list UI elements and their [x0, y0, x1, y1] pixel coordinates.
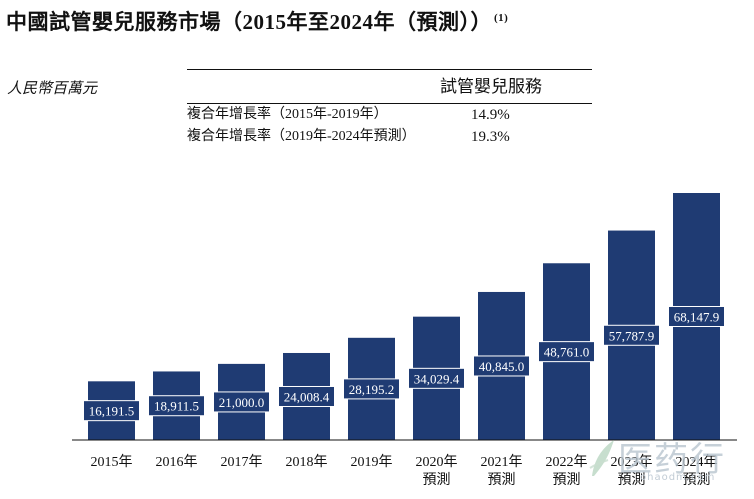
data-label-box	[278, 385, 335, 407]
data-label: 21,000.0	[219, 395, 265, 410]
x-tick-label: 預測	[553, 472, 581, 488]
cagr-row-label: 複合年增長率（2015年-2019年）	[187, 107, 388, 122]
x-tick-label: 2015年	[91, 454, 133, 470]
x-tick-label: 2018年	[286, 454, 328, 470]
cagr-row: 複合年增長率（2015年-2019年） 14.9%	[187, 104, 592, 126]
data-label: 40,845.0	[479, 359, 525, 374]
data-label: 28,195.2	[349, 382, 395, 397]
title-footnote-marker: (1)	[494, 12, 509, 24]
x-tick-label: 預測	[683, 472, 711, 488]
unit-label: 人民幣百萬元	[7, 81, 98, 97]
data-label-box	[83, 400, 140, 422]
x-tick-label: 2023年	[611, 454, 653, 470]
cagr-row-label: 複合年增長率（2019年-2024年預測）	[187, 129, 416, 144]
x-tick-label: 2021年	[481, 454, 523, 470]
chart-title: 中國試管嬰兒服務市場（2015年至2024年（預測）） (1)	[6, 6, 508, 36]
x-tick-label: 2016年	[156, 454, 198, 470]
data-label-box	[538, 341, 595, 363]
data-label: 24,008.4	[284, 389, 330, 404]
data-label-box	[408, 367, 465, 389]
cagr-row-value: 19.3%	[471, 129, 510, 145]
title-text: 中國試管嬰兒服務市場（2015年至2024年（預測））	[6, 10, 492, 34]
x-tick-label: 2019年	[351, 454, 393, 470]
cagr-table: 試管嬰兒服務 複合年增長率（2015年-2019年） 14.9% 複合年增長率（…	[187, 69, 592, 148]
x-tick-label: 2017年	[221, 454, 263, 470]
cagr-header-label: 試管嬰兒服務	[440, 77, 542, 96]
x-tick-label: 2020年	[416, 454, 458, 470]
data-label-box	[343, 378, 400, 400]
data-label-box	[148, 395, 205, 417]
data-label: 68,147.9	[674, 310, 720, 325]
data-label: 18,911.5	[154, 399, 199, 414]
x-tick-label: 2024年	[676, 454, 718, 470]
data-label-box	[603, 324, 660, 346]
data-label: 48,761.0	[544, 345, 590, 360]
data-label-box	[213, 391, 270, 413]
data-label-box	[473, 355, 530, 377]
bar-group: 16,191.5 18,911.5 21,000.0 24,008.4 28,195.2…	[83, 193, 725, 440]
data-label: 16,191.5	[89, 404, 135, 419]
cagr-row-value: 14.9%	[471, 107, 510, 123]
data-label: 34,029.4	[414, 371, 460, 386]
cagr-table-header: 試管嬰兒服務	[187, 70, 592, 104]
x-tick-label: 預測	[618, 472, 646, 488]
x-tick-label: 預測	[423, 472, 451, 488]
x-tick-label: 預測	[488, 472, 516, 488]
data-label: 57,787.9	[609, 328, 655, 343]
data-label-box	[668, 306, 725, 327]
x-tick-label: 2022年	[546, 454, 588, 470]
cagr-row: 複合年增長率（2019年-2024年預測） 19.3%	[187, 126, 592, 148]
